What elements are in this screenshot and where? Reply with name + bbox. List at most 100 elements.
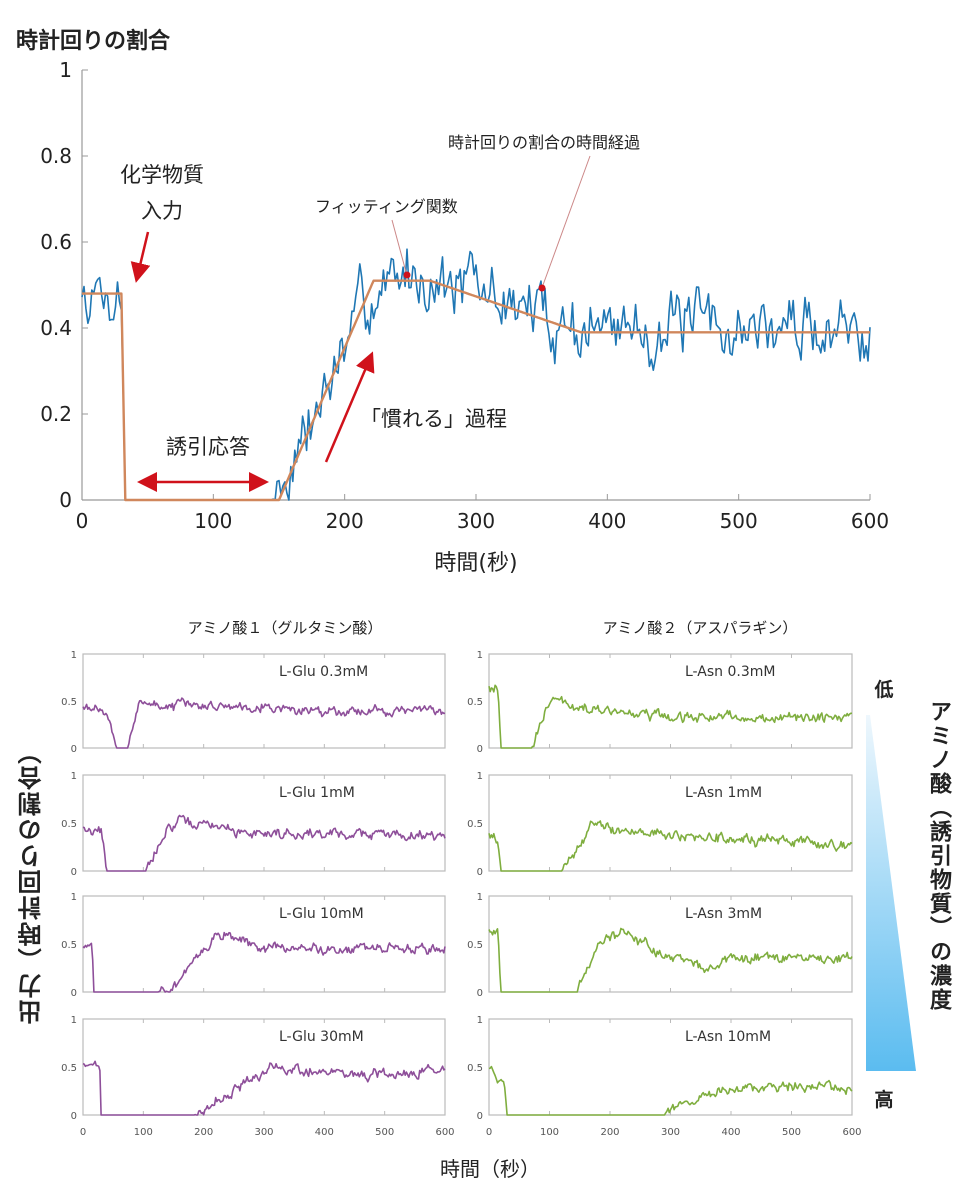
x-tick-label: 400 (315, 1127, 334, 1138)
panel-series-line (82, 697, 446, 749)
panel-label: L-Asn 3mM (685, 906, 762, 922)
x-tick-label: 0 (80, 1127, 86, 1138)
panel-frame (488, 653, 853, 749)
panel-series-line (488, 820, 853, 872)
panel-label: L-Glu 0.3mM (279, 664, 368, 680)
panel-series-line (82, 814, 446, 872)
x-tick-label: 400 (588, 509, 626, 533)
y-tick-label: 1 (71, 892, 77, 903)
y-tick-label: 0 (71, 744, 77, 755)
panel-series-line (82, 931, 446, 993)
panel-l-asn-0.3mm: 0 0.5 1 L-Asn 0.3mM (467, 650, 853, 755)
panel-l-asn-1mm: 0 0.5 1 L-Asn 1mM (467, 771, 853, 878)
y-tick-label: 1 (477, 1015, 483, 1026)
x-tick-label: 200 (194, 1127, 213, 1138)
top-x-title: 時間(秒) (434, 551, 517, 576)
panel-l-glu-10mm: 0 0.5 1 L-Glu 10mM (61, 892, 446, 999)
fitting-function-line (82, 279, 870, 502)
y-tick-label: 0 (477, 867, 483, 878)
x-tick-label: 200 (326, 509, 364, 533)
annotation-time-course: 時計回りの割合の時間経過 (448, 133, 640, 152)
x-tick-label: 400 (721, 1127, 740, 1138)
panel-series-line (488, 927, 853, 993)
y-tick-label: 0 (71, 1111, 77, 1122)
y-tick-label: 1 (71, 1015, 77, 1026)
y-tick-label: 0 (477, 988, 483, 999)
panel-frame (82, 895, 446, 993)
x-tick-label: 500 (782, 1127, 801, 1138)
y-tick-label: 0.2 (40, 402, 72, 426)
panel-label: L-Asn 10mM (685, 1029, 771, 1045)
panel-frame (488, 774, 853, 872)
x-tick-label: 100 (540, 1127, 559, 1138)
low-label: 低 (873, 678, 893, 701)
panel-label: L-Glu 10mM (279, 906, 364, 922)
panel-l-asn-10mm: 0 0.5 1 0 100 200 300 400 500 600 L-Asn 10mM (467, 1015, 861, 1138)
top-chart-axes: 0 100 200 300 400 500 600 0 0.2 0.4 0.6 0.8 1 (40, 58, 889, 533)
y-tick-label: 1 (59, 58, 72, 82)
panel-l-asn-3mm: 0 0.5 1 L-Asn 3mM (467, 892, 853, 999)
panel-grid: 0 0.5 1 L-Glu 0.3mM 0 0.5 1 L-Glu 1mM 0 0.5 1 L-Glu… (61, 650, 861, 1138)
annotation-induced-response: 誘引応答 (166, 435, 250, 459)
panel-series-line (82, 1060, 446, 1116)
y-tick-label: 0 (477, 744, 483, 755)
annotation-chemical-input-1: 化学物質 (120, 163, 204, 187)
y-tick-label: 0 (477, 1111, 483, 1122)
x-tick-label: 600 (842, 1127, 861, 1138)
concentration-gradient-triangle (866, 715, 916, 1071)
y-tick-label: 0.5 (61, 1063, 77, 1074)
panel-series-line (488, 1065, 853, 1116)
habituation-arrow (324, 351, 375, 463)
panel-frame (488, 1018, 853, 1116)
concentration-title: アミノ酸（誘引物質）の濃度 (926, 700, 951, 1012)
panel-l-glu-1mm: 0 0.5 1 L-Glu 1mM (61, 771, 446, 878)
fitting-leader (391, 219, 407, 273)
high-label: 高 (874, 1088, 893, 1111)
time-course-leader (542, 155, 591, 286)
panel-label: L-Asn 0.3mM (685, 664, 775, 680)
y-tick-label: 0.8 (40, 144, 72, 168)
panel-label: L-Asn 1mM (685, 785, 762, 801)
annotation-habituation: 「慣れる」過程 (360, 407, 507, 431)
y-tick-label: 0.5 (61, 940, 77, 951)
y-tick-label: 0 (59, 488, 72, 512)
time-course-line (81, 248, 871, 501)
y-tick-label: 0.5 (467, 1063, 483, 1074)
panel-series-line (488, 684, 852, 749)
top-y-title: 時計回りの割合 (16, 28, 171, 54)
column-title-asparagine: アミノ酸２（アスパラギン） (603, 619, 798, 637)
panel-label: L-Glu 30mM (279, 1029, 364, 1045)
annotation-chemical-input-2: 入力 (141, 199, 183, 223)
y-tick-label: 1 (477, 650, 483, 661)
y-tick-label: 0.5 (467, 697, 483, 708)
y-tick-label: 1 (71, 650, 77, 661)
x-tick-label: 300 (254, 1127, 273, 1138)
time-course-marker (538, 284, 546, 292)
y-tick-label: 1 (71, 771, 77, 782)
x-tick-label: 600 (435, 1127, 454, 1138)
top-chart-series (81, 248, 871, 502)
x-tick-label: 0 (486, 1127, 492, 1138)
column-title-glutamate: アミノ酸１（グルタミン酸） (188, 619, 383, 637)
y-tick-label: 0 (71, 988, 77, 999)
panel-frame (488, 895, 853, 993)
input-arrow (130, 231, 151, 283)
x-tick-label: 300 (661, 1127, 680, 1138)
fitting-marker (403, 271, 411, 279)
panel-l-glu-30mm: 0 0.5 1 0 100 200 300 400 500 600 L-Glu 30mM (61, 1015, 454, 1138)
y-tick-label: 0.5 (61, 697, 77, 708)
panel-frame (82, 774, 446, 872)
x-tick-label: 500 (375, 1127, 394, 1138)
x-tick-label: 100 (194, 509, 232, 533)
x-tick-label: 600 (851, 509, 889, 533)
y-tick-label: 0.5 (467, 819, 483, 830)
x-tick-label: 0 (76, 509, 89, 533)
y-tick-label: 0.6 (40, 230, 72, 254)
y-tick-label: 0.4 (40, 316, 72, 340)
y-tick-label: 0.5 (61, 819, 77, 830)
y-tick-label: 1 (477, 771, 483, 782)
panel-frame (82, 653, 446, 749)
y-tick-label: 1 (477, 892, 483, 903)
x-tick-label: 100 (134, 1127, 153, 1138)
